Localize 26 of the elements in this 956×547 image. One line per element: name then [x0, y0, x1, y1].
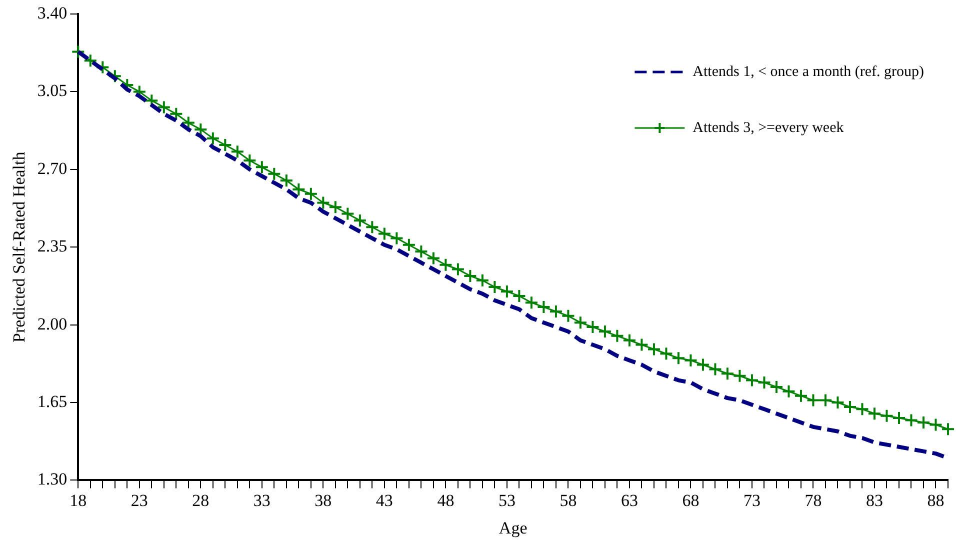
legend-label: Attends 1, < once a month (ref. group) [692, 64, 924, 80]
x-tick-label: 38 [314, 490, 332, 510]
y-tick-label: 3.05 [37, 81, 68, 100]
x-tick-label: 73 [743, 490, 760, 510]
y-tick-label: 3.40 [37, 3, 68, 22]
y-tick-label: 2.70 [37, 158, 68, 178]
x-tick-label: 48 [437, 490, 454, 510]
x-tick-label: 18 [70, 490, 87, 510]
x-tick-label: 43 [376, 490, 393, 510]
x-tick-label: 33 [253, 490, 270, 510]
x-tick-label: 83 [866, 490, 883, 510]
x-axis-title: Age [498, 518, 528, 538]
y-tick-label: 2.00 [37, 314, 68, 334]
x-tick-label: 88 [927, 490, 944, 510]
y-tick-label: 1.30 [37, 470, 68, 489]
x-tick-label: 53 [498, 490, 516, 510]
x-tick-label: 58 [560, 490, 577, 510]
x-tick-label: 68 [682, 490, 700, 510]
x-tick-label: 63 [620, 490, 638, 510]
y-tick-label: 2.35 [37, 236, 68, 256]
x-tick-label: 78 [804, 490, 822, 510]
y-axis-title: Predicted Self-Rated Health [10, 151, 29, 342]
x-tick-label: 28 [192, 490, 210, 510]
x-tick-label: 23 [130, 490, 148, 510]
legend-label: Attends 3, >=every week [692, 120, 844, 136]
y-tick-label: 1.65 [37, 392, 68, 411]
